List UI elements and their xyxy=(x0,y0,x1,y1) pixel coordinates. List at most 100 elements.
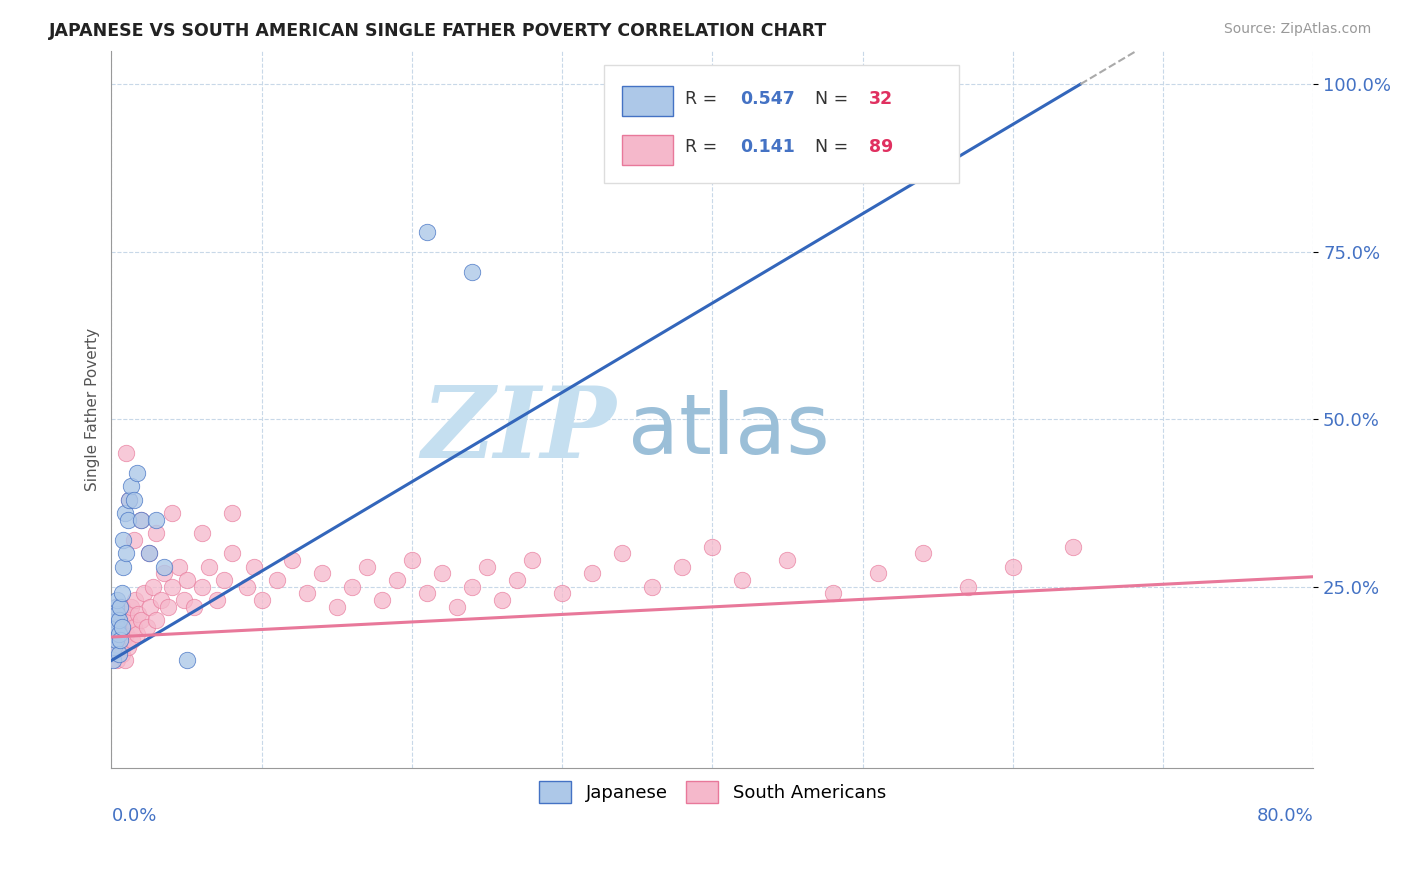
Legend: Japanese, South Americans: Japanese, South Americans xyxy=(531,774,893,810)
Point xyxy=(114,506,136,520)
Point xyxy=(167,559,190,574)
Point xyxy=(235,580,257,594)
Text: N =: N = xyxy=(814,90,853,108)
Point xyxy=(157,599,180,614)
Point xyxy=(385,573,408,587)
Point xyxy=(702,540,724,554)
Point xyxy=(212,573,235,587)
Point xyxy=(104,599,127,614)
Point xyxy=(107,620,129,634)
Point xyxy=(1001,559,1024,574)
Point xyxy=(131,613,153,627)
Point xyxy=(250,593,273,607)
Point xyxy=(118,492,141,507)
Point xyxy=(112,633,135,648)
Text: 0.547: 0.547 xyxy=(740,90,794,108)
Point xyxy=(108,626,131,640)
Point xyxy=(122,620,145,634)
Point xyxy=(104,633,127,648)
Point xyxy=(138,546,160,560)
Point xyxy=(821,586,844,600)
Point xyxy=(145,513,167,527)
Point xyxy=(612,546,634,560)
Point xyxy=(108,613,131,627)
Point xyxy=(139,599,162,614)
Point xyxy=(110,626,132,640)
Point xyxy=(107,607,129,621)
Point xyxy=(107,593,129,607)
Point xyxy=(122,533,145,547)
Point xyxy=(160,506,183,520)
Point xyxy=(131,513,153,527)
Point xyxy=(198,559,221,574)
Point xyxy=(138,546,160,560)
Point xyxy=(295,586,318,600)
Point xyxy=(243,559,266,574)
Point xyxy=(311,566,333,581)
Point xyxy=(112,620,135,634)
Text: R =: R = xyxy=(685,90,723,108)
Point xyxy=(101,626,124,640)
Point xyxy=(205,593,228,607)
Point xyxy=(111,620,134,634)
Point xyxy=(127,607,149,621)
Point xyxy=(112,533,135,547)
Point xyxy=(125,626,148,640)
Text: 0.0%: 0.0% xyxy=(111,807,157,825)
Point xyxy=(491,593,513,607)
Point xyxy=(160,580,183,594)
Point xyxy=(125,466,148,480)
Point xyxy=(111,599,134,614)
Point xyxy=(461,265,484,279)
Point xyxy=(446,599,468,614)
Point xyxy=(866,566,889,581)
Point xyxy=(731,573,754,587)
Point xyxy=(776,553,799,567)
Point xyxy=(111,647,134,661)
Point xyxy=(266,573,288,587)
Point xyxy=(221,506,243,520)
Point xyxy=(430,566,453,581)
Point xyxy=(115,546,138,560)
Point xyxy=(110,613,132,627)
Point xyxy=(115,446,138,460)
Point xyxy=(581,566,603,581)
Point xyxy=(401,553,423,567)
Point xyxy=(121,633,143,648)
Point xyxy=(112,559,135,574)
FancyBboxPatch shape xyxy=(623,86,672,116)
Point xyxy=(371,593,394,607)
Point xyxy=(118,613,141,627)
Point xyxy=(911,546,934,560)
Text: 0.141: 0.141 xyxy=(740,138,794,156)
Point xyxy=(153,566,176,581)
Point xyxy=(101,653,124,667)
Point xyxy=(134,586,156,600)
Point xyxy=(956,580,979,594)
Point xyxy=(183,599,205,614)
Text: R =: R = xyxy=(685,138,723,156)
Point xyxy=(461,580,484,594)
Point xyxy=(190,580,212,594)
Point xyxy=(111,586,134,600)
Point xyxy=(103,626,125,640)
Point xyxy=(176,573,198,587)
Point xyxy=(114,653,136,667)
Point xyxy=(326,599,349,614)
Point xyxy=(110,633,132,648)
Point xyxy=(475,559,498,574)
Text: 89: 89 xyxy=(869,138,893,156)
Point xyxy=(506,573,529,587)
Point xyxy=(104,633,127,648)
Point xyxy=(340,580,363,594)
Point xyxy=(416,225,439,239)
Point xyxy=(117,640,139,654)
Text: atlas: atlas xyxy=(628,390,830,471)
Point xyxy=(150,593,173,607)
Point xyxy=(176,653,198,667)
Point xyxy=(221,546,243,560)
Point xyxy=(671,559,693,574)
Text: Source: ZipAtlas.com: Source: ZipAtlas.com xyxy=(1223,22,1371,37)
Point xyxy=(520,553,543,567)
Text: 32: 32 xyxy=(869,90,893,108)
